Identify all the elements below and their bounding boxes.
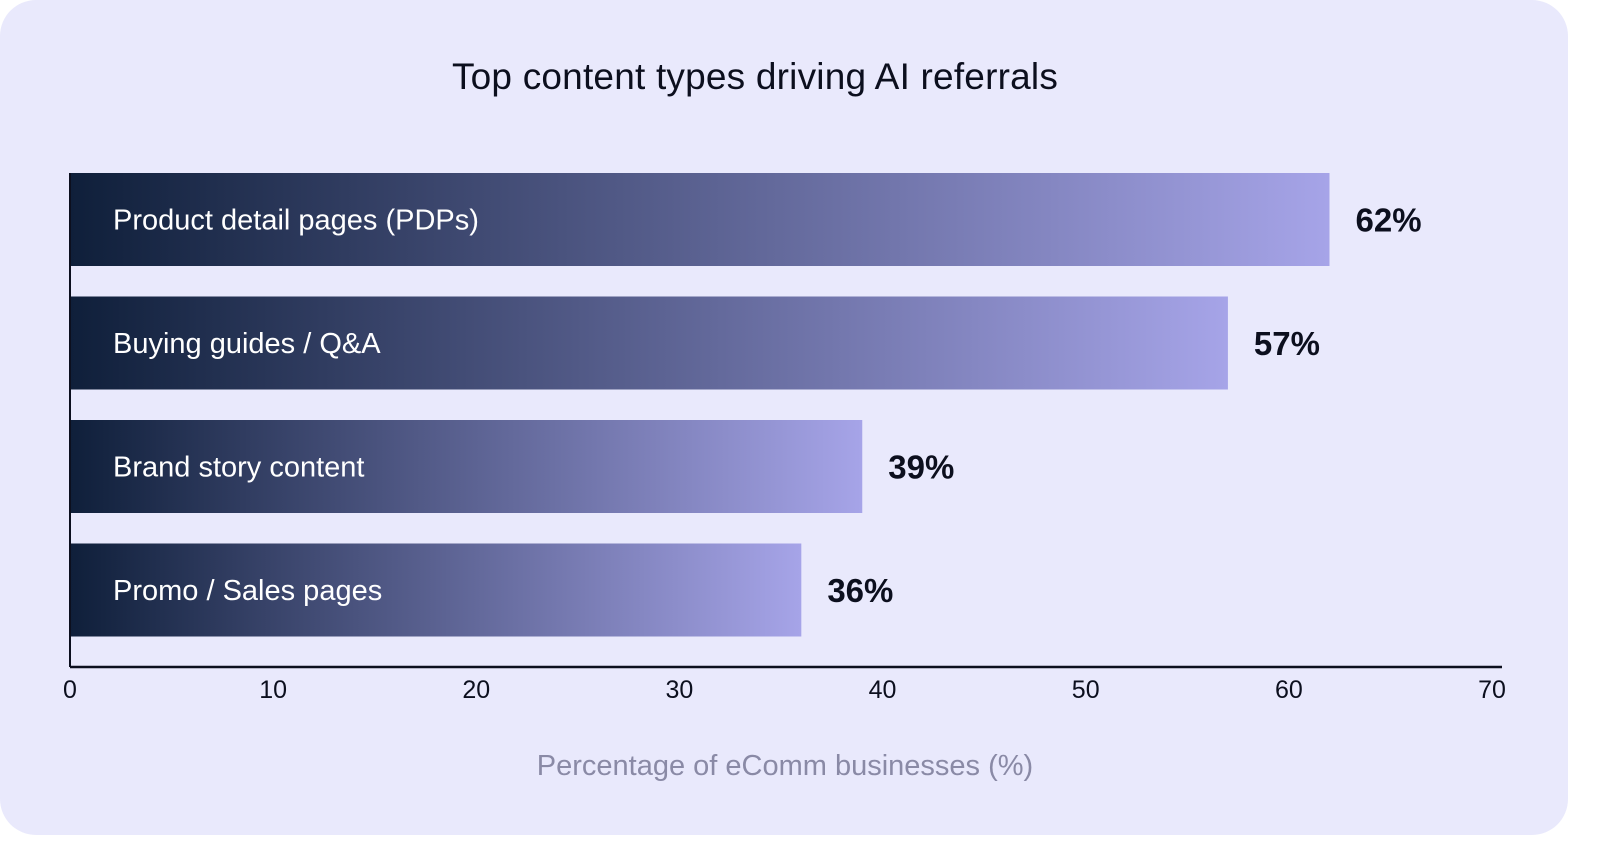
bar-category-label: Product detail pages (PDPs) — [113, 205, 479, 237]
x-axis-label: Percentage of eComm businesses (%) — [536, 750, 1034, 782]
x-tick-label: 60 — [1275, 676, 1303, 704]
x-tick-label: 10 — [259, 676, 287, 704]
bar — [70, 173, 1330, 266]
bar-category-label: Brand story content — [113, 452, 364, 484]
x-tick-label: 50 — [1072, 676, 1100, 704]
bar-value-label: 62% — [1355, 202, 1421, 239]
bar — [70, 420, 863, 513]
x-tick-label: 0 — [63, 676, 77, 704]
bar-category-label: Promo / Sales pages — [113, 575, 382, 607]
bar — [70, 543, 802, 637]
bar-value-label: 57% — [1254, 325, 1320, 362]
x-tick-label: 40 — [869, 676, 897, 704]
bar-value-label: 36% — [827, 572, 893, 609]
chart-title: Top content types driving AI referrals — [451, 56, 1059, 97]
x-tick-label: 20 — [462, 676, 490, 704]
x-tick-label: 30 — [666, 676, 694, 704]
bar-value-label: 39% — [888, 449, 954, 486]
bar-category-label: Buying guides / Q&A — [113, 328, 381, 360]
bar — [70, 296, 1228, 390]
x-tick-label: 70 — [1478, 676, 1506, 704]
chart-card: Top content types driving AI referrals P… — [0, 0, 1568, 835]
